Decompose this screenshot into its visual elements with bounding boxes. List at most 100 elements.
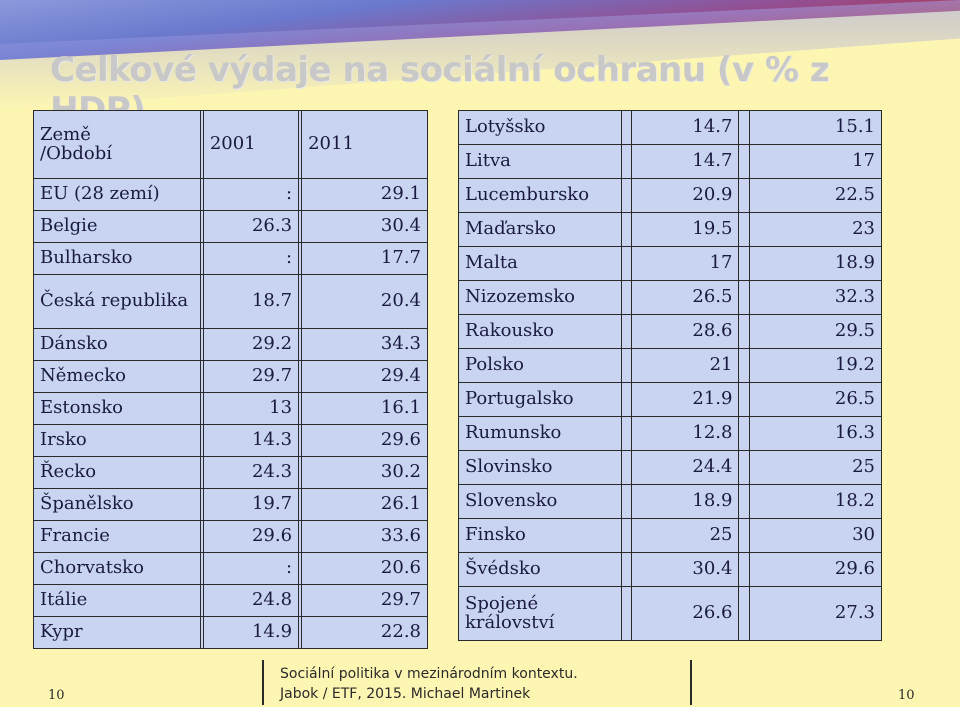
gap-cell xyxy=(298,616,303,649)
country-name: Spojené království xyxy=(458,586,622,641)
value-2001: 29.7 xyxy=(202,360,300,393)
header-country-period: Země /Období xyxy=(33,110,201,179)
country-name: Bulharsko xyxy=(33,242,201,275)
table-row: Litva 14.7 17 xyxy=(458,144,882,179)
table-row: Chorvatsko:20.6 xyxy=(33,552,428,585)
country-name: Španělsko xyxy=(33,488,201,521)
value-2011: 18.9 xyxy=(749,246,882,281)
gap-cell xyxy=(738,212,751,247)
table-row: Kypr 14.9 22.8 xyxy=(33,616,428,649)
value-2001: 14.7 xyxy=(631,144,740,179)
value-2011: 22.8 xyxy=(301,616,428,649)
table-row: Maďarsko 19.5 23 xyxy=(458,212,882,247)
value-2001: 19.5 xyxy=(631,212,740,247)
footer-line-2: Jabok / ETF, 2015. Michael Martinek xyxy=(280,686,531,703)
country-name: Řecko xyxy=(33,456,201,489)
country-name: Malta xyxy=(458,246,622,281)
value-2011: 32.3 xyxy=(749,280,882,315)
country-name: Irsko xyxy=(33,424,201,457)
value-2011: 16.3 xyxy=(749,416,882,451)
country-name: Lucembursko xyxy=(458,178,622,213)
gap-cell xyxy=(738,518,751,553)
footer-citation: Sociální politika v mezinárodním kontext… xyxy=(280,664,680,705)
table-row: Lotyšsko 14.7 15.1 xyxy=(458,110,882,145)
page-number-right: 10 xyxy=(898,688,915,703)
gap-cell xyxy=(738,144,751,179)
page-title: Celkové výdaje na sociální ochranu (v % … xyxy=(50,50,830,130)
gap-cell xyxy=(620,348,633,383)
gap-cell xyxy=(738,178,751,213)
country-name: Litva xyxy=(458,144,622,179)
gap-cell xyxy=(620,450,633,485)
header-year-2001: 2001 xyxy=(202,110,300,179)
country-name: EU (28 zemí) xyxy=(33,178,201,211)
country-name: Francie xyxy=(33,520,201,553)
footer-divider-right xyxy=(690,660,692,705)
gap-cell xyxy=(199,616,204,649)
value-2001: : xyxy=(202,178,300,211)
country-name: Polsko xyxy=(458,348,622,383)
gap-cell xyxy=(620,552,633,587)
value-2011: 29.7 xyxy=(301,584,428,617)
value-2011: 18.2 xyxy=(749,484,882,519)
value-2001: 13 xyxy=(202,392,300,425)
table-row: Lucembursko 20.9 22.5 xyxy=(458,178,882,213)
table-row: Malta 17 18.9 xyxy=(458,246,882,281)
value-2011: 29.4 xyxy=(301,360,428,393)
value-2011: 29.6 xyxy=(749,552,882,587)
value-2001: 24.8 xyxy=(202,584,300,617)
gap-cell xyxy=(738,348,751,383)
value-2011: 29.5 xyxy=(749,314,882,349)
gap-cell xyxy=(738,484,751,519)
country-name: Slovinsko xyxy=(458,450,622,485)
value-2011: 34.3 xyxy=(301,328,428,361)
page-number-left: 10 xyxy=(48,688,65,703)
table-row: Rumunsko 12.8 16.3 xyxy=(458,416,882,451)
header-year-2011: 2011 xyxy=(301,110,428,179)
gap-cell xyxy=(620,314,633,349)
gap-cell xyxy=(620,178,633,213)
value-2001: 25 xyxy=(631,518,740,553)
value-2001: 29.6 xyxy=(202,520,300,553)
country-name: Slovensko xyxy=(458,484,622,519)
gap-cell xyxy=(620,382,633,417)
table-row: Irsko 14.3 29.6 xyxy=(33,424,428,457)
value-2011: 19.2 xyxy=(749,348,882,383)
value-2011: 30.2 xyxy=(301,456,428,489)
country-name: Lotyšsko xyxy=(458,110,622,145)
gap-cell xyxy=(620,484,633,519)
table-row: Itálie 24.8 29.7 xyxy=(33,584,428,617)
value-2001: 14.9 xyxy=(202,616,300,649)
country-name: Německo xyxy=(33,360,201,393)
value-2001: 28.6 xyxy=(631,314,740,349)
gap-cell xyxy=(620,246,633,281)
value-2001: : xyxy=(202,242,300,275)
country-name: Estonsko xyxy=(33,392,201,425)
gap-cell xyxy=(738,382,751,417)
value-2011: 20.6 xyxy=(301,552,428,585)
value-2001: 17 xyxy=(631,246,740,281)
gap-cell xyxy=(620,110,633,145)
value-2001: 29.2 xyxy=(202,328,300,361)
value-2001: 24.3 xyxy=(202,456,300,489)
gap-cell xyxy=(738,280,751,315)
footer-divider-left xyxy=(262,660,264,705)
value-2011: 30 xyxy=(749,518,882,553)
country-name: Rakousko xyxy=(458,314,622,349)
value-2001: 26.5 xyxy=(631,280,740,315)
country-name: Česká republika xyxy=(33,274,201,329)
value-2001: 12.8 xyxy=(631,416,740,451)
table-row: Finsko 25 30 xyxy=(458,518,882,553)
table-row: EU (28 zemí):29.1 xyxy=(33,178,428,211)
value-2001: 19.7 xyxy=(202,488,300,521)
table-row: Spojené království 26.6 27.3 xyxy=(458,586,882,641)
table-row: Řecko 24.3 30.2 xyxy=(33,456,428,489)
value-2001: 26.3 xyxy=(202,210,300,243)
table-row: Dánsko 29.2 34.3 xyxy=(33,328,428,361)
value-2011: 25 xyxy=(749,450,882,485)
table-row: Slovinsko 24.4 25 xyxy=(458,450,882,485)
country-name: Portugalsko xyxy=(458,382,622,417)
country-name: Nizozemsko xyxy=(458,280,622,315)
value-2011: 26.5 xyxy=(749,382,882,417)
table-row: Švédsko 30.4 29.6 xyxy=(458,552,882,587)
